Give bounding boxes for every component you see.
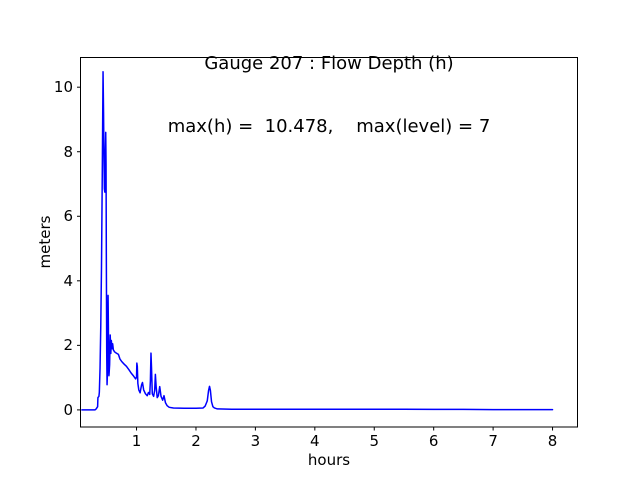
y-tick-label: 2 [63, 336, 73, 355]
x-tick-label: 8 [547, 432, 558, 450]
x-tick-label: 4 [310, 432, 320, 450]
y-tick-label: 10 [53, 78, 73, 97]
y-tick-label: 0 [63, 400, 73, 419]
axes-frame [80, 57, 578, 428]
x-tick-label: 2 [191, 432, 201, 450]
x-axis-label: hours [307, 451, 351, 469]
x-tick-label: 1 [131, 432, 142, 450]
flow-depth-line [81, 71, 554, 411]
chart-title-block: Gauge 207 : Flow Depth (h) max(h) = 10.4… [80, 11, 578, 179]
y-tick-label: 8 [63, 142, 73, 161]
x-tick-label: 7 [488, 432, 498, 450]
x-tick-label: 3 [250, 432, 261, 450]
chart-subtitle: max(h) = 10.478, max(level) = 7 [167, 116, 491, 137]
y-tick-label: 4 [63, 271, 73, 290]
x-tick-label: 6 [428, 432, 439, 450]
y-tick-label: 6 [63, 207, 73, 226]
x-tick-label: 5 [369, 432, 380, 450]
chart-title: Gauge 207 : Flow Depth (h) [204, 53, 454, 74]
y-axis-label: meters [36, 215, 54, 269]
